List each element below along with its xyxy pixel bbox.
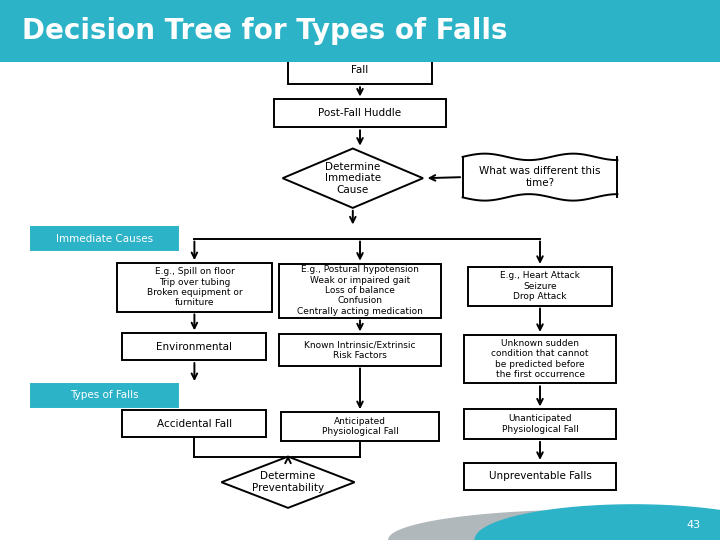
FancyBboxPatch shape <box>281 411 439 442</box>
Text: Unpreventable Falls: Unpreventable Falls <box>489 471 591 481</box>
Polygon shape <box>282 148 423 208</box>
Text: Fall: Fall <box>351 65 369 75</box>
Text: Determine
Preventability: Determine Preventability <box>252 471 324 493</box>
Text: Immediate Causes: Immediate Causes <box>56 234 153 244</box>
Text: E.g., Postural hypotension
Weak or impaired gait
Loss of balance
Confusion
Centr: E.g., Postural hypotension Weak or impai… <box>297 265 423 316</box>
Text: Known Intrinsic/Extrinsic
Risk Factors: Known Intrinsic/Extrinsic Risk Factors <box>305 340 415 360</box>
Text: Anticipated
Physiological Fall: Anticipated Physiological Fall <box>322 417 398 436</box>
FancyBboxPatch shape <box>464 409 616 438</box>
FancyBboxPatch shape <box>468 267 612 306</box>
FancyBboxPatch shape <box>279 334 441 366</box>
FancyBboxPatch shape <box>117 263 272 312</box>
Text: E.g., Spill on floor
Trip over tubing
Broken equipment or
furniture: E.g., Spill on floor Trip over tubing Br… <box>147 267 242 307</box>
Text: Environmental: Environmental <box>156 342 233 352</box>
FancyBboxPatch shape <box>122 410 266 437</box>
Polygon shape <box>389 510 720 540</box>
Text: E.g., Heart Attack
Seizure
Drop Attack: E.g., Heart Attack Seizure Drop Attack <box>500 271 580 301</box>
Text: 43: 43 <box>686 520 701 530</box>
FancyBboxPatch shape <box>122 333 266 360</box>
FancyBboxPatch shape <box>464 463 616 490</box>
FancyBboxPatch shape <box>288 56 432 84</box>
Text: What was different this
time?: What was different this time? <box>480 166 600 188</box>
Text: Unknown sudden
condition that cannot
be predicted before
the first occurrence: Unknown sudden condition that cannot be … <box>491 339 589 379</box>
FancyBboxPatch shape <box>462 157 618 197</box>
Text: Decision Tree for Types of Falls: Decision Tree for Types of Falls <box>22 17 507 45</box>
Text: Unanticipated
Physiological Fall: Unanticipated Physiological Fall <box>502 414 578 434</box>
FancyBboxPatch shape <box>0 0 720 62</box>
FancyBboxPatch shape <box>464 335 616 383</box>
Polygon shape <box>475 505 720 540</box>
Text: Accidental Fall: Accidental Fall <box>157 419 232 429</box>
FancyBboxPatch shape <box>30 384 179 407</box>
Text: Types of Falls: Types of Falls <box>70 390 139 400</box>
Text: Determine
Immediate
Cause: Determine Immediate Cause <box>325 161 381 195</box>
Polygon shape <box>222 457 355 508</box>
FancyBboxPatch shape <box>274 99 446 127</box>
FancyBboxPatch shape <box>30 227 179 250</box>
FancyBboxPatch shape <box>279 264 441 318</box>
Text: Post-Fall Huddle: Post-Fall Huddle <box>318 109 402 118</box>
